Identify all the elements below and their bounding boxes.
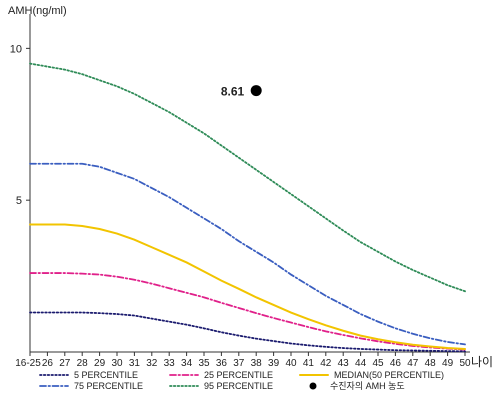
- x-tick-label: 41: [303, 358, 315, 369]
- x-tick-label: 47: [407, 358, 419, 369]
- x-tick-label: 31: [129, 358, 141, 369]
- x-tick-label: 38: [251, 358, 263, 369]
- x-tick-label: 40: [285, 358, 297, 369]
- x-ticks: 16-25 26 27 28 29 30 31 32 33 34 35 36 37 38 39 40 41 42 4…: [15, 352, 471, 369]
- x-tick-label: 45: [372, 358, 384, 369]
- x-tick-label: 32: [146, 358, 158, 369]
- x-tick-label: 29: [94, 358, 106, 369]
- x-tick-label: 48: [425, 358, 437, 369]
- x-tick-label: 36: [216, 358, 228, 369]
- series-line: [29, 223, 466, 350]
- legend-label: 5 PERCENTILE: [74, 370, 138, 380]
- x-tick-label: 28: [77, 358, 89, 369]
- y-ticks: 5 10: [10, 43, 30, 207]
- x-tick-label: 49: [442, 358, 454, 369]
- x-tick-label: 26: [42, 358, 54, 369]
- x-tick-label: 27: [59, 358, 71, 369]
- x-tick-label: 43: [338, 358, 350, 369]
- x-tick-label: 35: [198, 358, 210, 369]
- x-tick-label: 33: [164, 358, 176, 369]
- legend-point-marker: [309, 382, 317, 390]
- series-line: [29, 272, 466, 351]
- x-tick-label: 42: [320, 358, 332, 369]
- x-tick-label: 46: [390, 358, 402, 369]
- patient-point-marker: [250, 85, 262, 97]
- series-line: [29, 162, 466, 346]
- legend-label: 25 PERCENTILE: [204, 370, 273, 380]
- x-tick-label: 39: [268, 358, 280, 369]
- axes: [29, 14, 470, 353]
- x-tick-label: 44: [355, 358, 367, 369]
- series-line: [29, 311, 466, 353]
- series-line: [29, 62, 466, 293]
- y-axis-title: AMH(ng/ml): [8, 5, 67, 17]
- x-tick-label: 34: [181, 358, 193, 369]
- legend-label: 75 PERCENTILE: [74, 381, 143, 391]
- y-tick-label: 10: [10, 43, 22, 55]
- x-tick-label: 30: [111, 358, 123, 369]
- x-tick-label: 50: [459, 358, 471, 369]
- series-lines: [29, 62, 466, 353]
- x-axis-title: 나이: [471, 355, 493, 369]
- patient-point-label: 8.61: [221, 85, 245, 99]
- y-tick-label: 5: [16, 195, 22, 207]
- patient-point: 8.61: [221, 85, 262, 99]
- legend-label: MEDIAN(50 PERCENTILE): [334, 370, 444, 380]
- x-tick-label: 16-25: [15, 358, 41, 369]
- legend-point-label: 수진자의 AMH 농도: [330, 381, 405, 391]
- x-tick-label: 37: [233, 358, 245, 369]
- legend-label: 95 PERCENTILE: [204, 381, 273, 391]
